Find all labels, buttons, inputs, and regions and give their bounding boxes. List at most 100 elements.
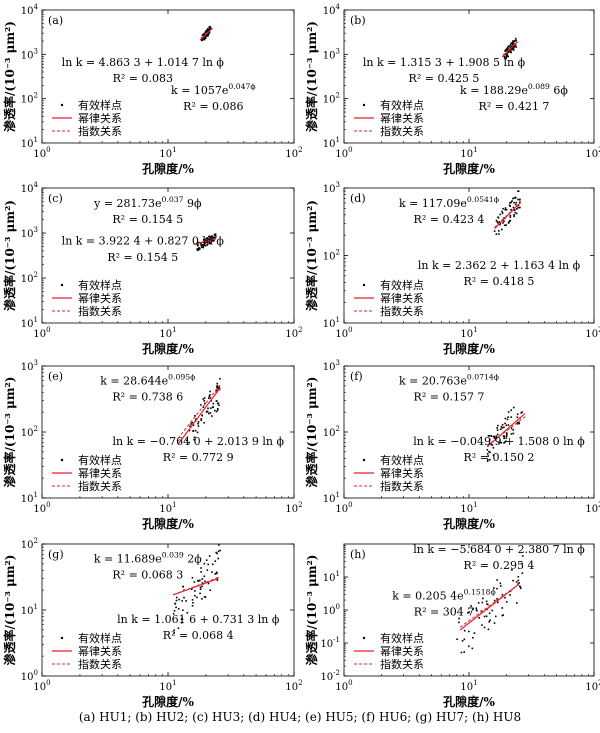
data-point xyxy=(499,582,502,585)
data-point xyxy=(519,198,521,201)
x-tick-label: 101 xyxy=(460,501,477,515)
data-point xyxy=(191,599,194,601)
data-point xyxy=(193,438,195,441)
data-point xyxy=(201,598,203,600)
x-axis-label: 孔隙度/% xyxy=(142,161,194,176)
legend-label: 幂律关系 xyxy=(380,291,424,305)
data-point xyxy=(209,394,211,396)
data-point xyxy=(204,580,206,583)
exp-fit-line xyxy=(494,202,522,228)
data-point xyxy=(504,208,506,211)
data-point xyxy=(216,409,219,411)
data-point xyxy=(216,384,219,387)
data-point xyxy=(520,412,523,414)
data-point xyxy=(203,33,205,36)
legend-point-marker xyxy=(362,458,366,462)
data-point xyxy=(468,611,470,613)
data-point xyxy=(511,200,513,202)
fit-equation: ln k = 2.362 2 + 1.163 4 ln ϕ xyxy=(418,259,581,272)
data-point xyxy=(517,206,519,209)
data-point xyxy=(513,201,515,204)
data-point xyxy=(514,37,517,40)
exp-fit-line xyxy=(177,384,221,439)
data-point xyxy=(519,585,522,588)
data-point xyxy=(203,32,206,35)
fit-equation: R² = 0.068 4 xyxy=(163,629,234,642)
fit-equation: R² = 0.154 5 xyxy=(107,251,178,264)
data-point xyxy=(467,612,469,614)
data-point xyxy=(503,220,505,223)
data-point xyxy=(495,436,498,438)
data-point xyxy=(178,598,180,601)
data-point xyxy=(204,239,206,241)
fit-equation: ln k = 4.863 3 + 1.014 7 ln ϕ xyxy=(62,56,225,69)
fit-equation: ln k = 1.315 3 + 1.908 5 ln ϕ xyxy=(363,56,526,69)
data-point xyxy=(214,560,217,562)
legend-label: 幂律关系 xyxy=(380,466,424,480)
data-point xyxy=(218,386,221,388)
y-tick-label: 103 xyxy=(21,47,38,61)
data-point xyxy=(513,215,515,218)
data-point xyxy=(215,410,218,413)
y-tick-label: 102 xyxy=(21,271,38,285)
data-point xyxy=(487,628,490,631)
fit-equation: k = 1057e0.047ϕ xyxy=(171,82,256,97)
data-point xyxy=(508,45,510,48)
data-point xyxy=(507,222,510,224)
data-point xyxy=(203,562,206,565)
data-point xyxy=(186,611,189,614)
legend-label: 有效样点 xyxy=(78,98,122,112)
data-point xyxy=(509,205,512,207)
data-point xyxy=(174,603,177,605)
data-point xyxy=(218,544,220,546)
y-axis-label: 渗透率/(10⁻³ μm²) xyxy=(304,377,319,488)
legend-label: 有效样点 xyxy=(380,631,424,645)
data-point xyxy=(512,40,514,43)
data-point xyxy=(517,198,519,201)
data-point xyxy=(508,50,510,53)
data-point xyxy=(490,435,493,437)
data-point xyxy=(506,432,508,434)
data-point xyxy=(203,397,206,399)
data-point xyxy=(191,576,194,579)
data-point xyxy=(500,228,503,231)
data-point xyxy=(481,624,483,626)
data-point xyxy=(517,421,520,424)
data-point xyxy=(493,622,496,624)
data-point xyxy=(513,46,515,48)
exp-fit-line xyxy=(486,416,526,447)
data-point xyxy=(488,450,490,453)
data-point xyxy=(515,581,518,583)
data-point xyxy=(219,549,221,552)
y-tick-label: 101 xyxy=(323,316,340,330)
panel-label: (g) xyxy=(48,548,64,561)
data-point xyxy=(505,435,508,437)
legend-label: 幂律关系 xyxy=(78,111,122,125)
data-point xyxy=(501,423,504,426)
data-point xyxy=(211,239,214,242)
data-point xyxy=(197,244,199,246)
y-axis-label: 渗透率/(10⁻³ μm²) xyxy=(2,200,17,311)
data-point xyxy=(512,206,515,209)
data-point xyxy=(489,458,491,461)
data-point xyxy=(507,424,510,426)
data-point xyxy=(504,596,506,599)
y-tick-label: 102 xyxy=(21,425,38,439)
y-tick-label: 103 xyxy=(323,359,340,373)
data-point xyxy=(508,204,511,207)
data-point xyxy=(197,579,199,582)
legend-label: 幂律关系 xyxy=(78,466,122,480)
exp-fit-line xyxy=(459,583,520,628)
data-point xyxy=(456,638,458,641)
data-point xyxy=(467,645,470,648)
data-point xyxy=(213,236,216,239)
data-point xyxy=(513,209,516,211)
x-axis-label: 孔隙度/% xyxy=(443,516,495,531)
data-point xyxy=(209,28,212,30)
data-point xyxy=(513,406,515,409)
x-axis-label: 孔隙度/% xyxy=(142,516,194,531)
data-point xyxy=(512,49,515,51)
data-point xyxy=(205,31,207,33)
